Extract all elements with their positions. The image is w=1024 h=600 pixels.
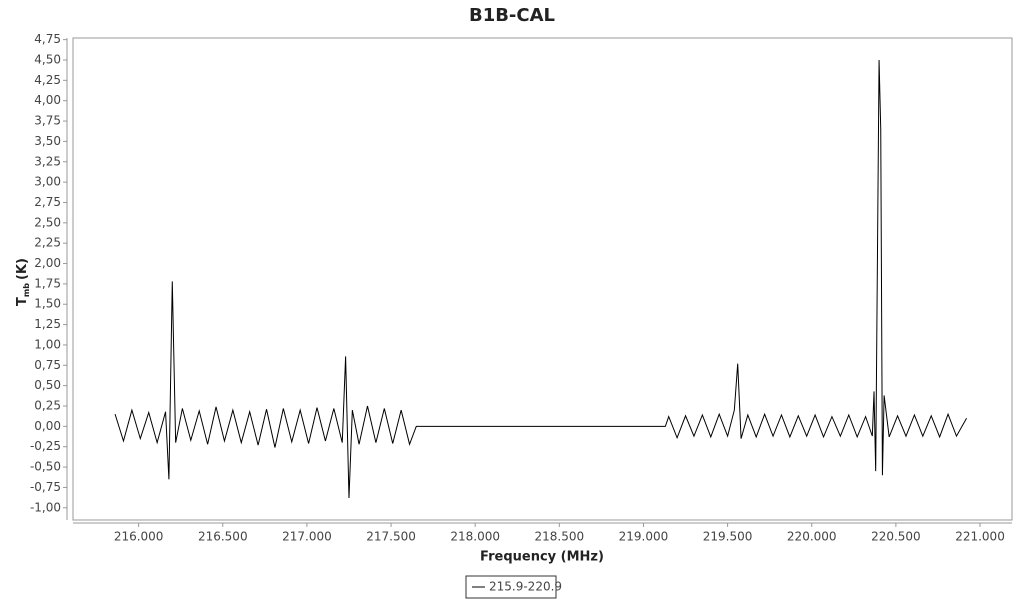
legend-label: 215.9-220.9 <box>489 580 562 594</box>
plot-frame <box>72 37 1013 521</box>
y-tick-label: -1,00 <box>30 500 61 514</box>
chart-title: B1B-CAL <box>469 5 555 26</box>
x-tick-label: 221.000 <box>955 530 1005 544</box>
y-tick-label: 4,50 <box>34 52 61 66</box>
x-tick-label: 219.500 <box>703 530 753 544</box>
x-tick-label: 216.000 <box>114 530 164 544</box>
x-tick-label: 216.500 <box>198 530 248 544</box>
x-tick-label: 220.000 <box>787 530 837 544</box>
y-tick-label: 3,50 <box>34 134 61 148</box>
y-tick-label: 1,50 <box>34 297 61 311</box>
y-tick-label: -0,75 <box>30 480 61 494</box>
y-tick-label: 0,00 <box>34 419 61 433</box>
y-tick-label: 3,00 <box>34 175 61 189</box>
y-tick-label: 2,75 <box>34 195 61 209</box>
y-tick-label: 4,00 <box>34 93 61 107</box>
x-tick-label: 218.000 <box>450 530 500 544</box>
y-tick-label: 1,00 <box>34 337 61 351</box>
y-tick-label: 2,00 <box>34 256 61 270</box>
x-tick-label: 219.000 <box>619 530 669 544</box>
y-tick-label: 3,25 <box>34 154 61 168</box>
x-tick-label: 217.500 <box>366 530 416 544</box>
y-tick-label: 2,25 <box>34 236 61 250</box>
y-label-sub: mb <box>22 283 31 297</box>
data-line <box>114 59 967 499</box>
y-tick-label: 0,25 <box>34 399 61 413</box>
x-axis-label: Frequency (MHz) <box>480 550 604 565</box>
y-tick-label: 0,50 <box>34 378 61 392</box>
y-tick-label: 2,50 <box>34 215 61 229</box>
legend-box <box>465 575 557 599</box>
y-tick-label: 1,25 <box>34 317 61 331</box>
x-tick-label: 217.000 <box>282 530 332 544</box>
y-tick-label: 4,75 <box>34 32 61 46</box>
y-label-main: T <box>15 297 30 306</box>
y-tick-label: 0,75 <box>34 358 61 372</box>
y-tick-label: 3,75 <box>34 114 61 128</box>
y-tick-label: 4,25 <box>34 73 61 87</box>
y-tick-label: -0,25 <box>30 439 61 453</box>
x-tick-label: 220.500 <box>871 530 921 544</box>
x-tick-label: 218.500 <box>535 530 585 544</box>
y-label-unit: (K) <box>15 258 30 280</box>
y-axis-label: Tmb (K) <box>15 258 31 306</box>
y-tick-label: -0,50 <box>30 460 61 474</box>
y-tick-label: 1,75 <box>34 276 61 290</box>
